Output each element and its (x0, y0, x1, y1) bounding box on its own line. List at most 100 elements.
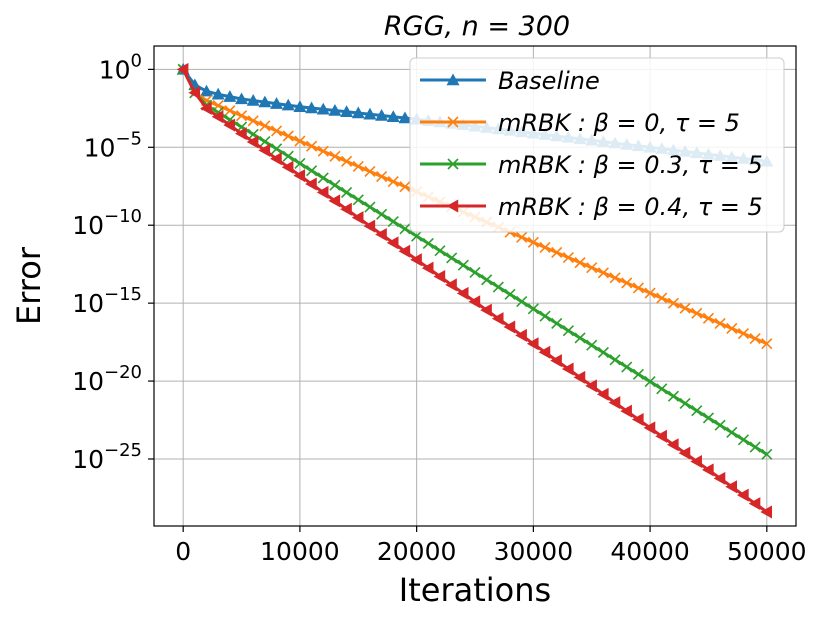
data-point (632, 282, 644, 294)
data-point (293, 100, 307, 112)
data-point (211, 87, 225, 100)
data-point (655, 429, 667, 443)
legend-item: Baseline (420, 67, 600, 95)
data-point (258, 143, 271, 157)
axis-ticks: 0 10000 20000 30000 40000 50000 100 10−5 10−10 10… (72, 50, 806, 566)
data-point (679, 397, 691, 409)
data-point (608, 396, 621, 410)
data-point (761, 338, 773, 350)
data-point (340, 105, 354, 117)
chart-title: RGG, n = 300 (384, 11, 570, 42)
data-point (516, 231, 528, 243)
data-point (317, 172, 329, 184)
y-tick-label: 10−25 (72, 440, 142, 474)
data-point (422, 237, 434, 249)
data-point (597, 267, 609, 279)
data-point (352, 194, 364, 206)
data-point (561, 362, 574, 376)
data-point (411, 230, 423, 242)
legend-box (409, 57, 785, 233)
data-point (294, 157, 306, 169)
data-point (341, 155, 353, 167)
data-point (399, 181, 411, 193)
axes-frame (153, 45, 797, 527)
data-point (200, 84, 214, 97)
data-point (188, 86, 201, 100)
data-point (456, 286, 469, 300)
legend-label: mRBK : β = 0.3, τ = 5 (498, 151, 763, 179)
x-tick-label: 40000 (610, 537, 690, 566)
x-tick-label: 20000 (377, 537, 457, 566)
data-point (399, 223, 411, 235)
data-point (363, 219, 376, 233)
data-point (282, 150, 294, 162)
legend-marker (446, 199, 459, 213)
legend-item: mRBK : β = 0.3, τ = 5 (420, 151, 763, 179)
legend-marker (447, 158, 459, 170)
data-point (270, 143, 283, 155)
x-tick-label: 30000 (494, 537, 574, 566)
data-point (480, 303, 492, 317)
legend-marker (446, 73, 460, 86)
data-point (737, 434, 750, 446)
data-point (376, 208, 388, 220)
data-point (678, 446, 691, 460)
data-point (434, 245, 446, 257)
data-point (329, 179, 341, 191)
x-axis-label: Iterations (399, 571, 551, 609)
data-point (364, 201, 376, 213)
data-point (503, 320, 516, 334)
data-point (515, 328, 527, 342)
data-point (446, 252, 458, 264)
legend-label: mRBK : β = 0.4, τ = 5 (498, 193, 763, 221)
data-point (761, 448, 773, 460)
data-point (736, 488, 749, 502)
data-point (375, 109, 389, 121)
data-point (259, 136, 271, 148)
data-point (526, 337, 539, 351)
data-point (585, 379, 597, 393)
data-point (679, 302, 691, 314)
data-point (270, 97, 284, 109)
data-point (305, 177, 317, 191)
data-point (621, 361, 633, 373)
x-tick-label: 50000 (727, 537, 807, 566)
data-point (281, 160, 294, 174)
data-point (316, 185, 329, 199)
data-point (551, 317, 563, 329)
data-point (375, 227, 387, 241)
data-point (328, 104, 342, 116)
data-point (539, 310, 551, 322)
series-4 (176, 62, 773, 519)
data-point (329, 150, 341, 162)
data-point (760, 505, 773, 519)
data-point (211, 110, 224, 124)
data-point (574, 257, 586, 269)
data-point (246, 94, 260, 106)
data-point (364, 165, 376, 178)
data-point (643, 421, 656, 435)
series-3 (177, 63, 773, 460)
legend-label: mRBK : β = 0, τ = 5 (498, 109, 740, 137)
data-point (328, 194, 341, 208)
y-tick-label: 10−15 (72, 284, 142, 318)
data-point (609, 354, 621, 366)
data-point (247, 115, 259, 127)
data-point (258, 95, 272, 108)
data-point (597, 346, 609, 359)
data-point (223, 118, 236, 132)
data-point (306, 165, 318, 177)
data-point (468, 295, 481, 309)
data-point (281, 98, 295, 111)
data-point (667, 390, 680, 402)
data-point (469, 266, 481, 279)
data-point (294, 135, 306, 147)
data-point (224, 105, 236, 117)
data-point (235, 92, 249, 105)
data-point (749, 333, 761, 345)
data-point (421, 261, 434, 275)
data-point (351, 211, 364, 225)
data-point (410, 253, 422, 267)
data-point (376, 170, 388, 183)
